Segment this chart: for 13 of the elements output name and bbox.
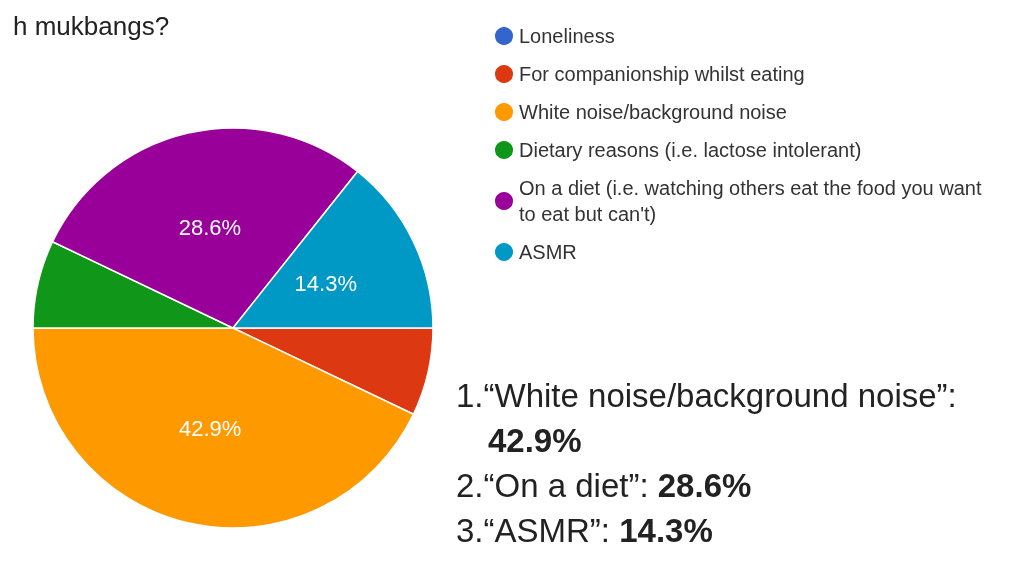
text: 3.“ASMR”: 14.3%	[456, 511, 714, 551]
text: 2.“On a diet”: 28.6%	[456, 466, 753, 506]
legend-label: For companionship whilst eating	[519, 63, 805, 85]
legend-label: On a diet (i.e. watching others eat the food you want to eat but can't)	[519, 177, 988, 225]
legend-label: Dietary reasons (i.e. lactose intolerant)	[519, 139, 862, 161]
data-label: 42.9%	[179, 415, 242, 441]
text: 1.“White noise/background noise”: 42.9%	[456, 376, 958, 461]
legend-label: ASMR	[519, 241, 577, 263]
data-label: 14.3%	[294, 270, 357, 296]
legend-label: White noise/background noise	[519, 101, 787, 123]
data-label: 28.6%	[178, 215, 242, 241]
legend-label: Loneliness	[519, 25, 615, 47]
chart-title: h mukbangs?	[13, 11, 170, 41]
